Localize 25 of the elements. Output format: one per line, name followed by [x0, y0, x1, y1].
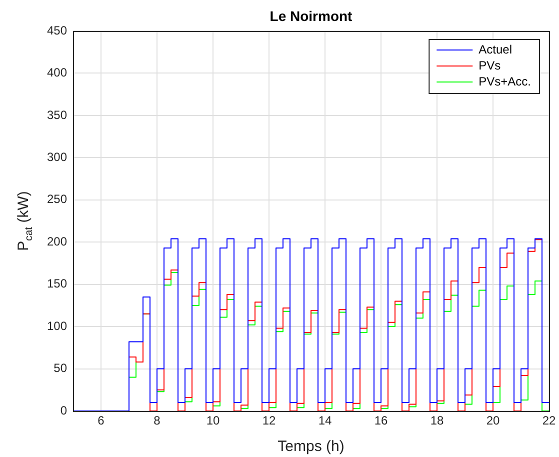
y-tick-label: 100	[46, 318, 68, 333]
x-tick-label: 22	[542, 414, 556, 428]
y-tick-label: 300	[46, 150, 68, 164]
x-tick-label: 16	[374, 414, 388, 428]
x-tick-label: 6	[98, 414, 105, 428]
y-tick-label: 400	[46, 66, 68, 80]
legend-label: Actuel	[478, 42, 512, 56]
x-tick-label: 8	[154, 414, 161, 428]
y-axis-title: Pcat (kW)	[15, 191, 36, 251]
y-tick-label: 450	[46, 23, 68, 38]
y-tick-label: 350	[46, 108, 68, 122]
y-tick-label: 150	[46, 276, 68, 291]
x-tick-label: 12	[262, 414, 276, 428]
chart-title: Le Noirmont	[270, 8, 353, 24]
x-axis-title: Temps (h)	[278, 438, 344, 456]
y-tick-label: 200	[46, 234, 68, 248]
x-tick-label: 10	[206, 414, 220, 428]
x-tick-label: 20	[486, 414, 500, 428]
y-tick-label: 250	[46, 192, 68, 206]
y-tick-label: 0	[60, 403, 68, 418]
x-tick-label: 18	[430, 414, 444, 428]
x-tick-label: 14	[318, 414, 332, 428]
legend-label: PVs	[478, 58, 501, 72]
legend-label: PVs+Acc.	[478, 74, 532, 88]
y-tick-label: 50	[54, 361, 68, 376]
